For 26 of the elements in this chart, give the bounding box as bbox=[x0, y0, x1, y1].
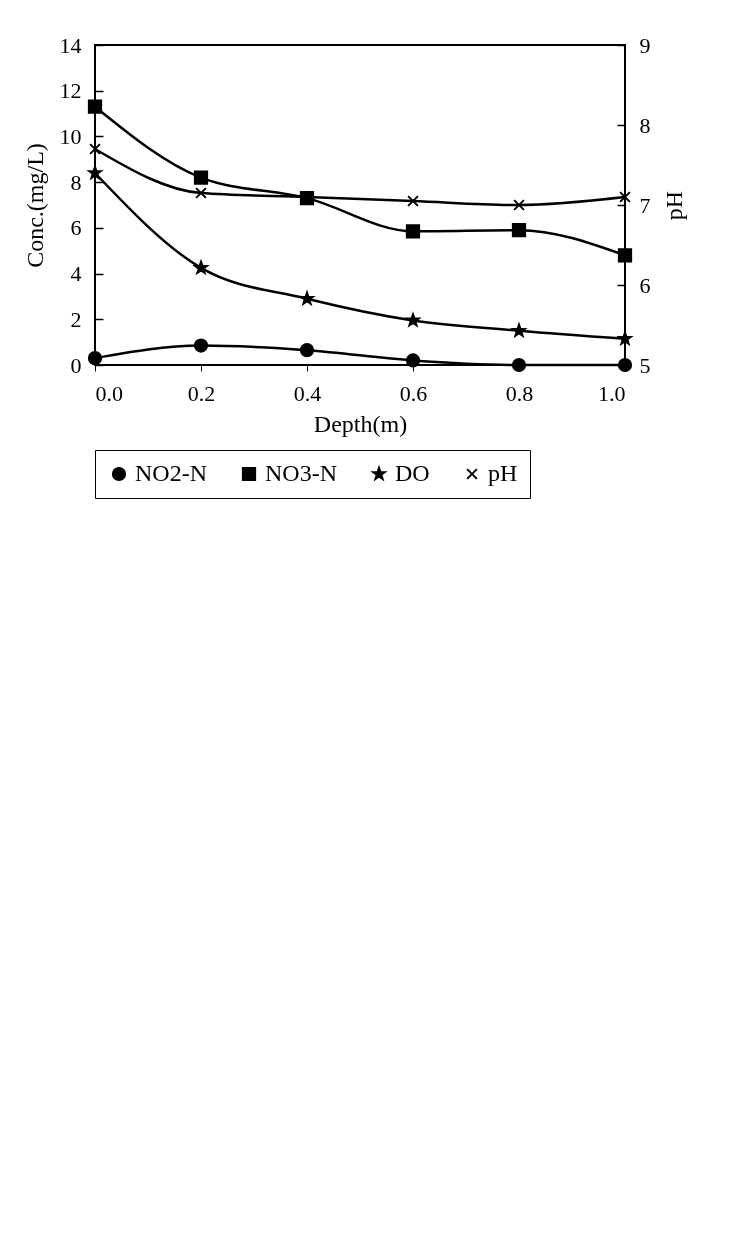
y-tick-label: 10 bbox=[59, 123, 82, 149]
y-tick-label: 8 bbox=[70, 169, 82, 195]
x-tick-label: 0.2 bbox=[187, 380, 216, 406]
y-tick-label: 6 bbox=[70, 215, 82, 241]
y2-tick-label: 5 bbox=[639, 352, 651, 378]
y2-tick-label: 9 bbox=[639, 32, 651, 58]
y-tick-label: 14 bbox=[59, 32, 82, 58]
x-tick-label: 0.6 bbox=[399, 380, 428, 406]
legend-label: pH bbox=[488, 460, 518, 486]
x-axis-title: Depth(m) bbox=[313, 410, 408, 437]
y-axis-title: Conc.(mg/L) bbox=[21, 143, 48, 268]
legend-label: NO3-N bbox=[265, 460, 337, 486]
y2-tick-label: 6 bbox=[639, 272, 651, 298]
x-tick-label: 0.4 bbox=[293, 380, 322, 406]
y-tick-label: 0 bbox=[70, 352, 82, 378]
y2-axis-title: pH bbox=[660, 190, 687, 221]
x-tick-label: 1.0 bbox=[598, 380, 626, 406]
y2-tick-label: 7 bbox=[639, 192, 651, 218]
y2-tick-label: 8 bbox=[639, 112, 651, 138]
y-tick-label: 2 bbox=[70, 306, 82, 332]
y-tick-label: 4 bbox=[70, 261, 82, 287]
x-tick-label: 0.0 bbox=[95, 380, 123, 406]
x-tick-label: 0.8 bbox=[505, 380, 534, 406]
legend-label: DO bbox=[395, 460, 430, 486]
legend-label: NO2-N bbox=[135, 460, 207, 486]
y-tick-label: 12 bbox=[59, 78, 82, 104]
